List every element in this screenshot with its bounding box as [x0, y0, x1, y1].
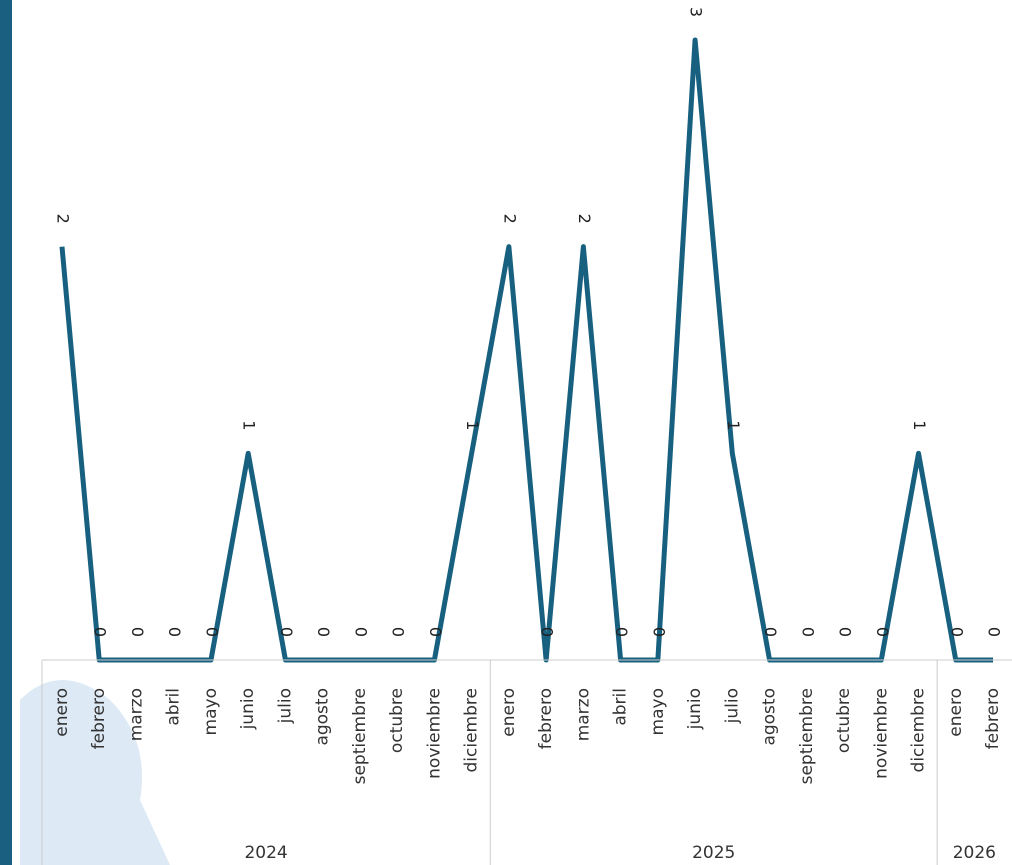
x-tick-label: marzo: [573, 688, 593, 741]
x-tick-label: noviembre: [424, 688, 444, 779]
x-tick-label: febrero: [536, 688, 556, 749]
x-tick-label: marzo: [126, 688, 146, 741]
x-tick-label: febrero: [89, 688, 109, 749]
data-label: 2: [500, 214, 519, 224]
x-tick-label: enero: [499, 688, 519, 737]
data-label: 0: [91, 627, 110, 637]
data-label: 0: [277, 627, 296, 637]
data-label: 0: [351, 627, 370, 637]
group-label: 2026: [953, 843, 996, 863]
data-label: 3: [687, 7, 706, 17]
data-label: 0: [314, 627, 333, 637]
data-label: 0: [389, 627, 408, 637]
x-tick-label: junio: [238, 688, 258, 730]
x-tick-label: junio: [685, 688, 705, 730]
x-tick-label: octubre: [387, 688, 407, 753]
data-label: 2: [575, 214, 594, 224]
data-label: 0: [612, 627, 631, 637]
line: [59, 37, 993, 663]
x-tick-label: noviembre: [871, 688, 891, 779]
x-tick-label: enero: [946, 688, 966, 737]
data-label: 0: [947, 627, 966, 637]
x-tick-label: septiembre: [350, 688, 370, 784]
x-tick-label: abril: [611, 688, 631, 726]
x-tick-label: diciembre: [909, 688, 929, 772]
data-label: 0: [128, 627, 147, 637]
data-label: 1: [463, 420, 482, 430]
x-tick-label: mayo: [201, 688, 221, 735]
data-label: 0: [165, 627, 184, 637]
data-label: 1: [240, 420, 259, 430]
side-bar: [0, 0, 12, 865]
x-tick-label: mayo: [648, 688, 668, 735]
x-tick-label: agosto: [760, 688, 780, 746]
data-label: 0: [985, 627, 1004, 637]
data-label: 0: [873, 627, 892, 637]
x-tick-label: enero: [52, 688, 72, 737]
data-label: 0: [202, 627, 221, 637]
x-tick-label: julio: [275, 688, 295, 724]
data-label: 2: [54, 214, 73, 224]
x-tick-label: diciembre: [462, 688, 482, 772]
x-tick-label: febrero: [983, 688, 1003, 749]
x-tick-label: septiembre: [797, 688, 817, 784]
watermark: [20, 680, 170, 865]
x-tick-label: octubre: [834, 688, 854, 753]
data-label: 0: [426, 627, 445, 637]
data-label: 1: [724, 420, 743, 430]
data-label: 1: [910, 420, 929, 430]
group-label: 2025: [692, 843, 735, 863]
group-label: 2024: [244, 843, 287, 863]
x-tick-label: julio: [722, 688, 742, 724]
data-label: 0: [649, 627, 668, 637]
data-label: 0: [836, 627, 855, 637]
data-label: 0: [798, 627, 817, 637]
data-label: 0: [761, 627, 780, 637]
data-label: 0: [538, 627, 557, 637]
x-tick-label: agosto: [313, 688, 333, 746]
x-tick-label: abril: [164, 688, 184, 726]
